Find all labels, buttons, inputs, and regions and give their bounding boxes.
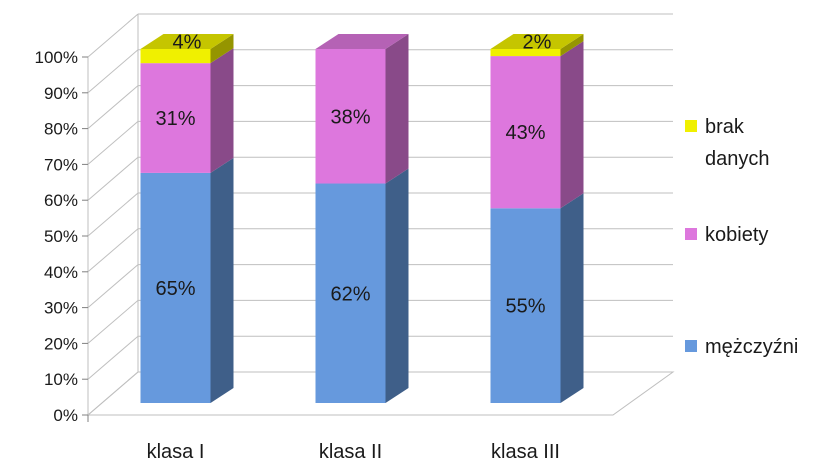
bar-klasa-i-kobiety-side	[210, 48, 234, 173]
bar-klasa-i-kobiety-front	[140, 63, 211, 173]
x-tick-label-klasa-i: klasa I	[147, 441, 205, 461]
data-label-klasa-ii-kobiety: 38%	[330, 106, 370, 128]
bars	[140, 34, 584, 403]
bar-klasa-ii-kobiety-side	[385, 34, 409, 184]
bar-klasa-i-brak-danych-side	[210, 34, 234, 64]
gridline-side-10	[87, 13, 139, 58]
gridline-side-0	[87, 371, 139, 416]
gridline-side-7	[87, 121, 139, 165]
bar-klasa-ii-kobiety-top	[315, 34, 409, 49]
y-tick-label-4: 40%	[44, 263, 78, 282]
x-tick-label-klasa-ii: klasa II	[319, 441, 382, 461]
legend-label-kobiety: kobiety	[705, 224, 768, 246]
data-label-klasa-iii-kobiety: 43%	[505, 122, 545, 144]
gridline-side-2	[87, 300, 139, 344]
bar-klasa-ii-mezczyzni-side	[385, 168, 409, 403]
data-label-klasa-i-mezczyzni: 65%	[155, 278, 195, 300]
x-tick-label-klasa-iii: klasa III	[491, 441, 560, 461]
bar-klasa-ii-kobiety-front	[315, 49, 386, 184]
y-tick-label-8: 80%	[44, 120, 78, 139]
x-axis-categories: klasa I klasa II klasa III	[147, 441, 560, 461]
gridline-side-1	[87, 335, 139, 380]
y-tick-label-9: 90%	[44, 84, 78, 103]
legend-swatch-brak-danych	[685, 120, 697, 132]
bar-klasa-iii-mezczyzni-side	[560, 193, 584, 403]
bar-klasa-ii-mezczyzni-front	[315, 183, 386, 403]
gridline-side-5	[87, 192, 139, 237]
y-tick-label-2: 20%	[44, 334, 78, 353]
bar-klasa-i-mezczyzni-side	[210, 157, 234, 403]
data-label-klasa-iii-mezczyzni: 55%	[505, 296, 545, 318]
bar-klasa-iii-mezczyzni-front	[490, 208, 561, 403]
gridline-side-6	[87, 156, 139, 201]
y-axis-ticks: 0% 10% 20% 30% 40% 50% 60% 70% 80% 90% 100%	[35, 48, 89, 425]
data-label-klasa-iii-brak-danych: 2%	[523, 32, 552, 54]
data-labels: 65% 31% 4% 62% 38% 55% 43% 2%	[155, 32, 551, 318]
gridline-side-4	[87, 228, 139, 273]
gridline-side-9	[87, 49, 139, 94]
bar-klasa-i-brak-danych-top	[140, 34, 234, 49]
y-tick-label-3: 30%	[44, 299, 78, 318]
y-tick-label-6: 60%	[44, 191, 78, 210]
bar-klasa-iii-brak-danych-front	[490, 49, 561, 57]
bar-klasa-iii-kobiety-front	[490, 56, 561, 209]
y-tick-label-1: 10%	[44, 370, 78, 389]
legend-label-brak-danych: brak danych	[705, 116, 770, 170]
data-label-klasa-i-kobiety: 31%	[155, 108, 195, 130]
legend-swatch-kobiety	[685, 228, 697, 240]
bar-klasa-i-mezczyzni-front	[140, 172, 211, 403]
legend: brak danych kobiety mężczyźni	[685, 116, 798, 358]
y-tick-label-7: 70%	[44, 155, 78, 174]
gridline-side-3	[87, 264, 139, 308]
data-label-klasa-i-brak-danych: 4%	[173, 32, 202, 54]
gridline-side-8	[87, 85, 139, 129]
bar-klasa-iii-brak-danych-top	[490, 34, 584, 49]
bar-klasa-i-brak-danych-front	[140, 49, 211, 64]
data-label-klasa-ii-mezczyzni: 62%	[330, 283, 370, 305]
y-tick-label-5: 50%	[44, 227, 78, 246]
y-tick-label-10: 100%	[35, 48, 78, 67]
legend-swatch-mezczyzni	[685, 340, 697, 352]
bar-klasa-iii-brak-danych-side	[560, 34, 584, 57]
y-tick-label-0: 0%	[53, 406, 78, 425]
bar-klasa-iii-kobiety-side	[560, 41, 584, 209]
legend-label-mezczyzni: mężczyźni	[705, 336, 798, 358]
